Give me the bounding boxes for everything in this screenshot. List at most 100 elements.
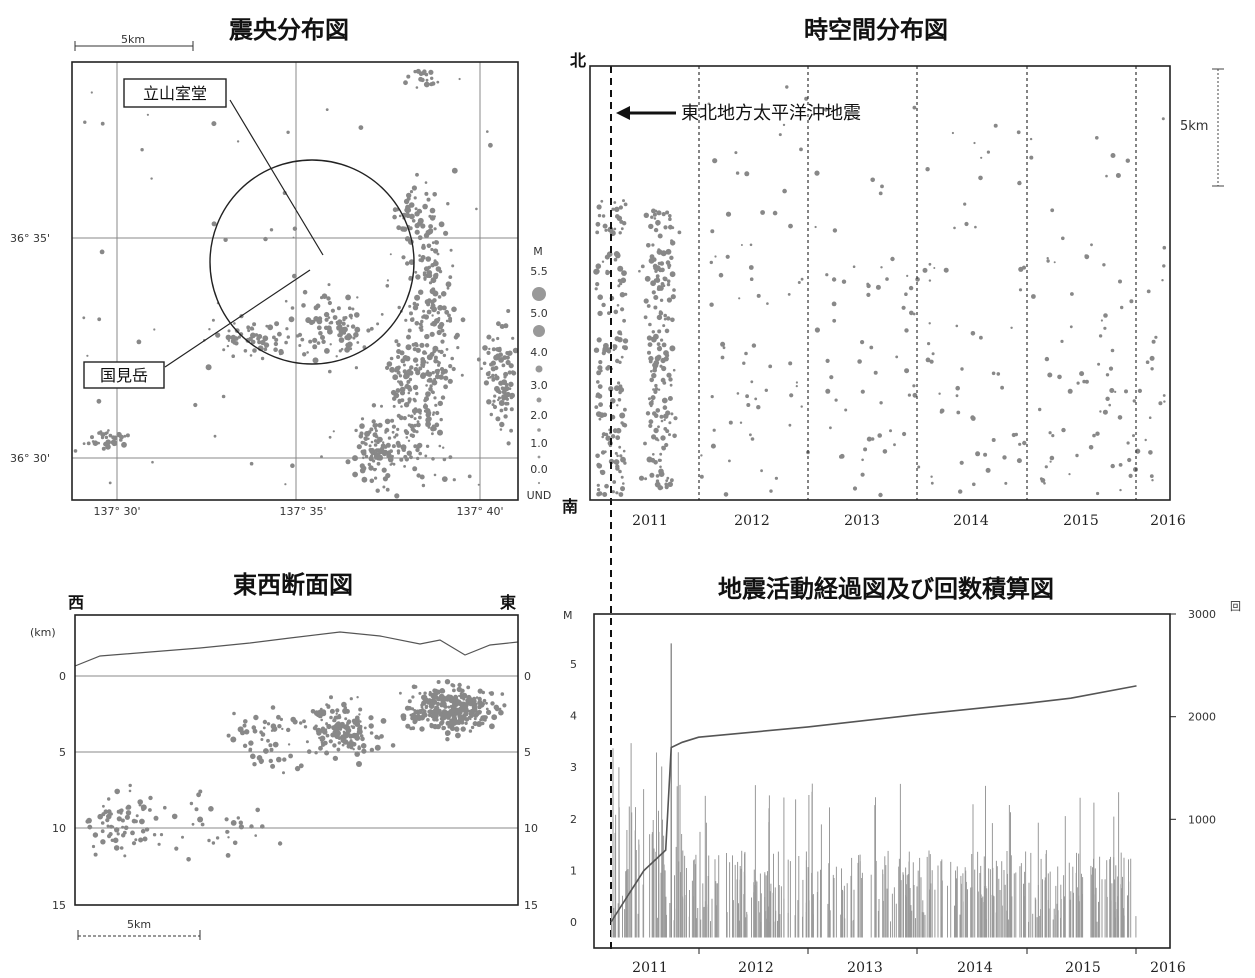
- epicenter-point: [292, 236, 295, 239]
- epicenter-point: [448, 316, 453, 321]
- spacetime-point: [665, 260, 671, 265]
- spacetime-point: [660, 419, 664, 423]
- epicenter-point: [363, 436, 369, 442]
- legend-label-4.0: 4.0: [530, 346, 548, 359]
- epicenter-point: [477, 483, 480, 486]
- st-year-2014: 2014: [953, 513, 989, 529]
- year-divider-lines: [698, 66, 1137, 500]
- spacetime-point: [788, 361, 793, 366]
- epicenter-point: [263, 342, 270, 348]
- cross-section-point: [435, 724, 441, 730]
- epicenter-point: [316, 325, 322, 331]
- epicenter-point: [434, 318, 440, 324]
- spacetime-point: [669, 383, 673, 387]
- cross-section-point: [444, 698, 448, 701]
- tateyama-callout-box: [123, 78, 227, 108]
- epicenter-point: [300, 337, 305, 342]
- spacetime-point: [993, 123, 998, 128]
- epicenter-point: [509, 407, 514, 412]
- spacetime-point: [1148, 416, 1152, 420]
- spacetime-point: [594, 405, 599, 409]
- epicenter-point: [100, 436, 105, 440]
- epicenter-point: [429, 331, 435, 337]
- cross-section-point: [344, 717, 348, 721]
- cross-section-point: [91, 844, 96, 849]
- cross-section-point: [319, 728, 324, 733]
- cross-section-point: [345, 725, 351, 731]
- west-label: 西: [68, 593, 84, 612]
- cross-section-point: [238, 820, 243, 825]
- epicenter-point: [97, 317, 102, 322]
- epicenter-point: [424, 191, 429, 196]
- cross-section-point: [335, 712, 338, 715]
- cross-section-point: [456, 686, 462, 693]
- epicenter-point: [263, 236, 268, 242]
- epicenter-point: [100, 432, 106, 438]
- cross-section-point: [100, 839, 106, 845]
- epicenter-point: [394, 339, 399, 344]
- epicenter-point: [490, 360, 496, 366]
- epicenter-point: [352, 336, 356, 340]
- cross-section-point: [302, 719, 306, 724]
- epicenter-point: [413, 69, 417, 74]
- spacetime-point: [964, 221, 969, 227]
- epicenter-point: [321, 339, 326, 344]
- spacetime-point: [740, 244, 743, 246]
- spacetime-point: [958, 489, 963, 494]
- spacetime-point: [908, 285, 914, 291]
- epicenter-point: [424, 72, 429, 77]
- spacetime-point: [593, 347, 600, 353]
- spacetime-point: [760, 210, 765, 215]
- spacetime-point: [1158, 401, 1163, 406]
- spacetime-point: [652, 453, 655, 456]
- cross-section-point: [444, 679, 451, 685]
- spacetime-point: [623, 407, 627, 412]
- spacetime-point: [622, 345, 626, 350]
- cross-section-scale-bar: 5km: [77, 918, 201, 940]
- epicenter-point: [227, 339, 231, 342]
- epicenter-point: [389, 366, 395, 373]
- spacetime-point: [829, 426, 832, 430]
- spacetime-point: [1108, 403, 1111, 407]
- epicenter-point: [413, 444, 418, 449]
- spacetime-point: [613, 459, 620, 465]
- spacetime-point: [673, 416, 678, 421]
- spacetime-point: [648, 223, 654, 230]
- spacetime-point: [1125, 158, 1131, 163]
- epicenter-point: [367, 462, 371, 467]
- spacetime-point: [622, 338, 629, 344]
- spacetime-point: [661, 365, 667, 372]
- spacetime-point: [661, 445, 665, 450]
- kunimi-callout-box: [83, 361, 165, 389]
- cross-section-point: [121, 825, 125, 829]
- spacetime-point: [619, 412, 626, 419]
- spacetime-point: [623, 202, 628, 207]
- cross-section-point: [355, 715, 360, 721]
- cross-section-point: [464, 721, 468, 725]
- epicenter-point: [447, 313, 451, 318]
- spacetime-point: [668, 421, 672, 425]
- spacetime-point: [904, 292, 908, 297]
- epicenter-point: [409, 190, 414, 194]
- spacetime-point: [882, 449, 888, 454]
- cross-section-point: [250, 753, 256, 760]
- spacetime-point: [602, 492, 608, 497]
- epicenter-point: [352, 471, 358, 478]
- spacetime-point: [1162, 394, 1166, 397]
- cross-section-point: [100, 829, 105, 834]
- spacetime-point: [844, 408, 848, 412]
- cross-section-point: [486, 709, 492, 716]
- epicenter-point: [420, 325, 424, 329]
- lon-label-13740: 137° 40': [456, 505, 503, 518]
- st-year-2012: 2012: [734, 513, 770, 529]
- spacetime-point: [831, 277, 837, 282]
- spacetime-point: [652, 411, 657, 416]
- epicenter-point: [354, 326, 361, 333]
- epicenter-point: [418, 415, 422, 420]
- cross-section-point: [101, 812, 106, 817]
- spacetime-point: [785, 85, 789, 89]
- spacetime-point: [852, 486, 858, 491]
- epicenter-point: [320, 335, 325, 340]
- activity-y-tick-label: 5: [570, 658, 577, 671]
- cross-section-point: [329, 695, 333, 700]
